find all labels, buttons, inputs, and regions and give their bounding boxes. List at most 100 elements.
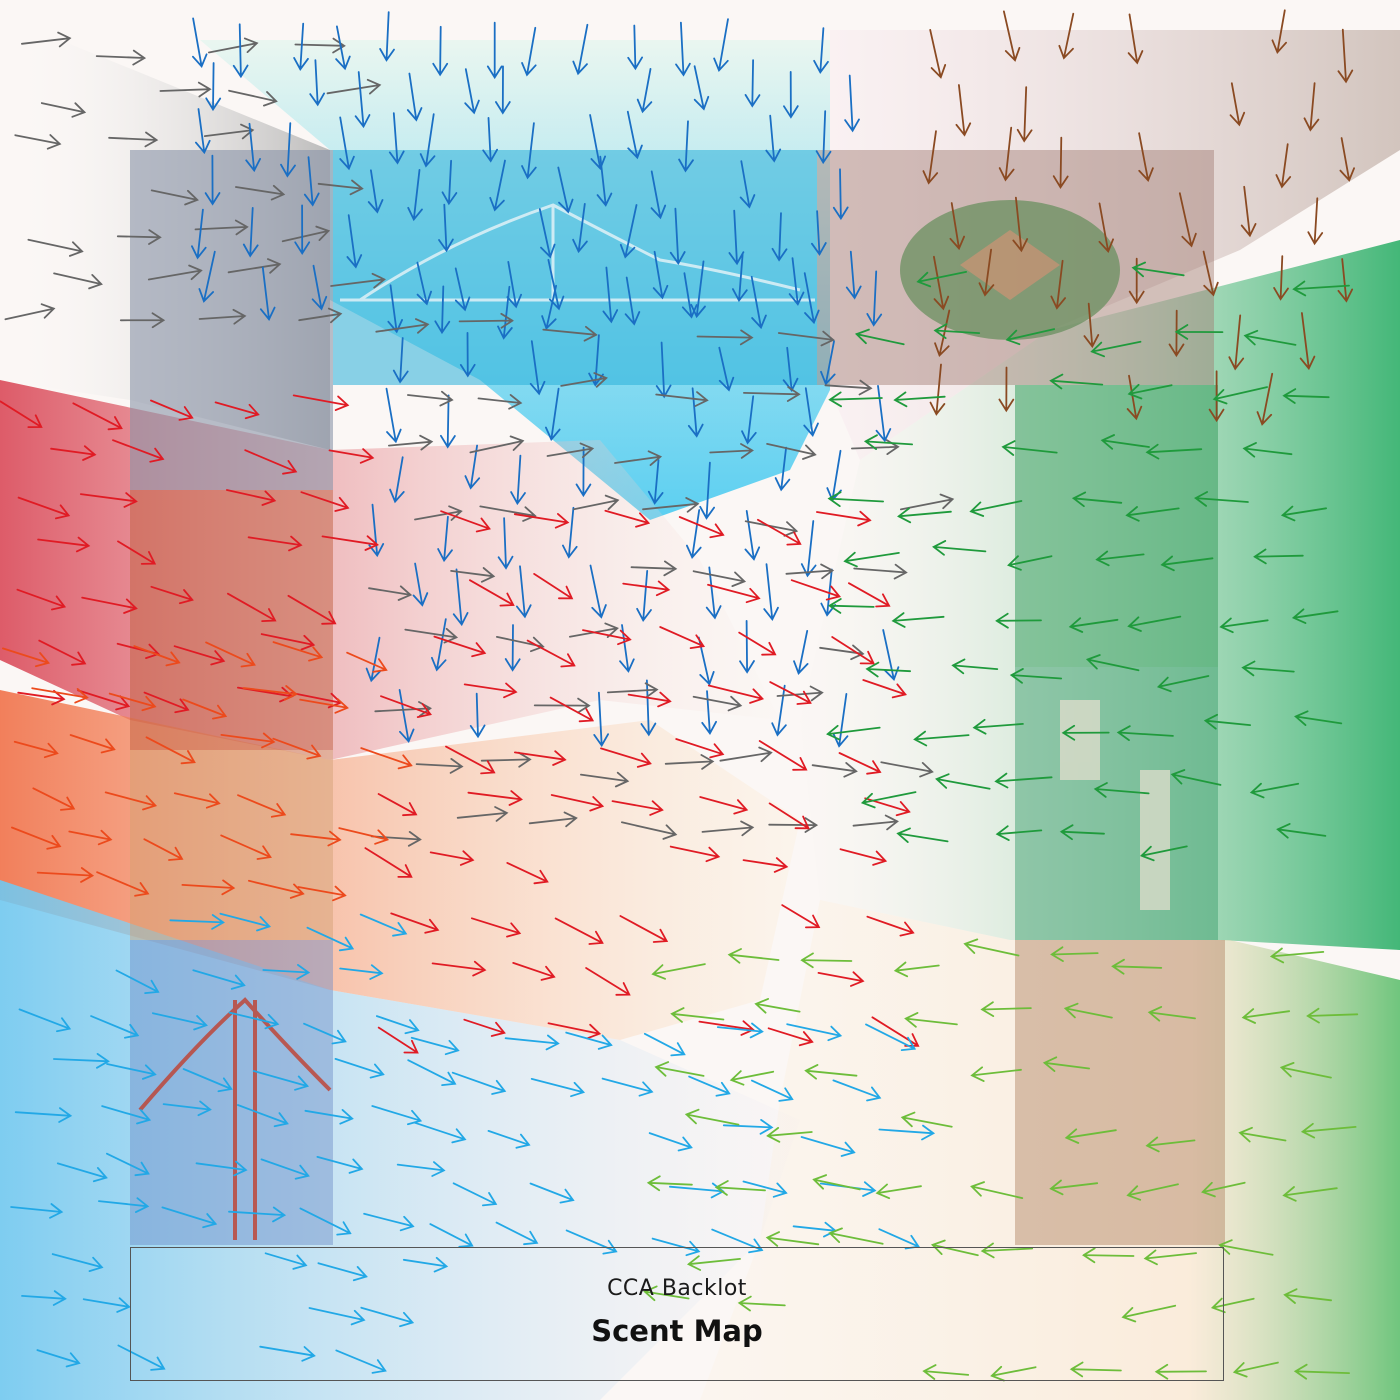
green-scent-arrow bbox=[1203, 713, 1251, 730]
green-scent-arrow bbox=[1116, 725, 1174, 741]
lime-scent-arrow bbox=[646, 1175, 693, 1192]
blue-scent-arrow bbox=[416, 261, 432, 306]
green-scent-arrow bbox=[1127, 383, 1173, 400]
brown-scent-arrow bbox=[1003, 10, 1021, 62]
orange-scent-arrow bbox=[2, 647, 51, 668]
blue-scent-arrow bbox=[701, 690, 717, 735]
green-scent-arrow bbox=[995, 612, 1042, 629]
brown-scent-arrow bbox=[934, 309, 951, 358]
red-scent-arrow bbox=[150, 585, 194, 605]
title-box: CCA Backlot Scent Map bbox=[130, 1247, 1224, 1381]
gray-scent-arrow bbox=[743, 386, 801, 402]
cyan-scent-arrow bbox=[451, 1071, 507, 1095]
gray-scent-arrow bbox=[880, 761, 934, 778]
gray-scent-arrow bbox=[480, 751, 532, 768]
gray-scent-arrow bbox=[811, 762, 858, 778]
red-scent-arrow bbox=[377, 793, 418, 817]
blue-scent-arrow bbox=[521, 26, 537, 77]
green-scent-arrow bbox=[865, 661, 911, 678]
blue-scent-arrow bbox=[728, 209, 745, 266]
gray-scent-arrow bbox=[415, 758, 464, 774]
green-scent-arrow bbox=[1174, 324, 1224, 340]
orange-scent-arrow bbox=[68, 829, 113, 846]
blue-scent-arrow bbox=[191, 208, 207, 260]
cyan-scent-arrow bbox=[413, 1121, 467, 1144]
blue-scent-arrow bbox=[811, 210, 827, 256]
cyan-scent-arrow bbox=[530, 1078, 586, 1098]
cyan-scent-arrow bbox=[21, 1290, 67, 1306]
cyan-scent-arrow bbox=[565, 1031, 613, 1050]
cyan-scent-arrow bbox=[452, 1182, 498, 1207]
cyan-scent-arrow bbox=[786, 1023, 843, 1042]
lime-scent-arrow bbox=[828, 1227, 884, 1245]
blue-scent-arrow bbox=[459, 332, 476, 378]
brown-scent-arrow bbox=[1202, 250, 1219, 297]
gray-scent-arrow bbox=[375, 318, 430, 334]
green-scent-arrow bbox=[1100, 434, 1150, 450]
red-scent-arrow bbox=[585, 967, 631, 996]
green-scent-arrow bbox=[972, 718, 1024, 735]
brown-scent-arrow bbox=[955, 84, 972, 137]
blue-scent-arrow bbox=[627, 24, 643, 71]
blue-scent-arrow bbox=[379, 11, 395, 62]
gray-scent-arrow bbox=[4, 303, 56, 321]
gray-scent-arrow bbox=[709, 443, 754, 459]
lime-scent-arrow bbox=[1279, 1062, 1332, 1079]
lime-scent-arrow bbox=[1121, 1304, 1177, 1323]
blue-scent-arrow bbox=[572, 23, 589, 76]
lime-scent-arrow bbox=[686, 1255, 741, 1271]
blue-scent-arrow bbox=[339, 116, 355, 171]
green-scent-arrow bbox=[1282, 388, 1330, 404]
red-scent-arrow bbox=[377, 1026, 419, 1054]
golden-gate-tower bbox=[138, 997, 332, 1240]
red-scent-arrow bbox=[738, 631, 777, 656]
red-scent-arrow bbox=[839, 848, 888, 866]
blue-scent-arrow bbox=[192, 17, 208, 68]
cyan-scent-arrow bbox=[407, 1059, 457, 1086]
red-scent-arrow bbox=[669, 845, 721, 863]
bay-bridge-photo bbox=[333, 150, 817, 385]
cyan-scent-arrow bbox=[219, 912, 272, 932]
blue-scent-arrow bbox=[771, 212, 788, 262]
lime-scent-arrow bbox=[1282, 1186, 1338, 1202]
gray-scent-arrow bbox=[744, 520, 799, 537]
blue-scent-arrow bbox=[655, 341, 672, 399]
green-scent-arrow bbox=[1085, 654, 1140, 672]
brown-scent-arrow bbox=[1339, 137, 1355, 182]
orange-scent-arrow bbox=[108, 692, 157, 712]
red-scent-arrow bbox=[698, 1020, 755, 1036]
blue-scent-arrow bbox=[205, 62, 222, 112]
blue-scent-arrow bbox=[690, 260, 706, 319]
red-scent-arrow bbox=[244, 449, 298, 475]
blue-scent-arrow bbox=[562, 506, 578, 559]
gray-scent-arrow bbox=[469, 435, 525, 454]
red-scent-arrow bbox=[77, 689, 131, 711]
cyan-scent-arrow bbox=[53, 1053, 110, 1069]
blue-scent-arrow bbox=[309, 59, 325, 107]
cyan-scent-arrow bbox=[101, 1105, 152, 1125]
blue-scent-arrow bbox=[803, 272, 820, 325]
lime-scent-arrow bbox=[875, 1183, 922, 1200]
blue-scent-arrow bbox=[681, 272, 698, 319]
orange-scent-arrow bbox=[145, 736, 196, 765]
gray-scent-arrow bbox=[477, 394, 523, 410]
red-scent-arrow bbox=[848, 582, 891, 608]
red-scent-arrow bbox=[471, 917, 522, 938]
blue-scent-arrow bbox=[538, 208, 556, 259]
brown-scent-arrow bbox=[998, 126, 1015, 182]
red-scent-arrow bbox=[227, 592, 277, 622]
victorian-houses-photo bbox=[130, 750, 333, 940]
green-scent-arrow bbox=[1276, 823, 1327, 839]
brown-scent-arrow bbox=[1337, 28, 1354, 84]
cyan-scent-arrow bbox=[742, 1180, 788, 1198]
green-scent-arrow bbox=[1160, 555, 1214, 572]
cyan-scent-arrow bbox=[429, 1223, 474, 1248]
blue-scent-arrow bbox=[589, 564, 607, 619]
cyan-zone bbox=[0, 880, 800, 1400]
blue-scent-arrow bbox=[354, 71, 371, 129]
orange-scent-arrow bbox=[299, 698, 349, 714]
cyan-scent-arrow bbox=[359, 913, 408, 937]
cyan-scent-arrow bbox=[865, 1023, 917, 1051]
cyan-scent-arrow bbox=[115, 969, 160, 994]
orange-scent-arrow bbox=[205, 641, 256, 668]
